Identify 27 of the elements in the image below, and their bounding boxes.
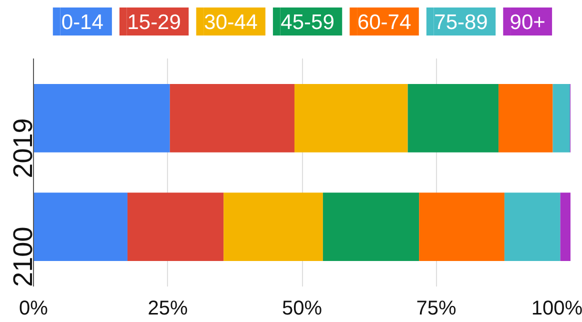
bar: [34, 84, 170, 152]
y-tick-label: 2100: [8, 226, 38, 287]
bar: [34, 192, 128, 261]
bar: [552, 84, 570, 152]
legend-label: 75-89: [434, 11, 488, 34]
y-tick-label: 2019: [8, 118, 38, 178]
bar: [170, 84, 294, 152]
x-tick-label: 50%: [282, 298, 322, 320]
bar: [560, 192, 570, 261]
bar: [419, 192, 504, 261]
x-tick-label: 100%: [531, 298, 582, 320]
bar: [322, 192, 420, 261]
bar: [127, 192, 224, 261]
bar: [224, 192, 323, 261]
bar: [294, 84, 408, 152]
x-tick-label: 25%: [148, 298, 188, 320]
legend-label: 0-14: [61, 11, 104, 34]
legend-label: 90+: [510, 11, 546, 34]
legend-label: 30-44: [204, 11, 258, 34]
bar: [498, 84, 553, 152]
legend-label: 15-29: [127, 11, 181, 34]
bar: [408, 84, 499, 152]
bar: [504, 192, 560, 261]
legend-label: 60-74: [357, 11, 412, 34]
x-tick-label: 0%: [19, 298, 48, 320]
legend-label: 45-59: [280, 11, 334, 34]
x-tick-label: 75%: [416, 298, 456, 320]
